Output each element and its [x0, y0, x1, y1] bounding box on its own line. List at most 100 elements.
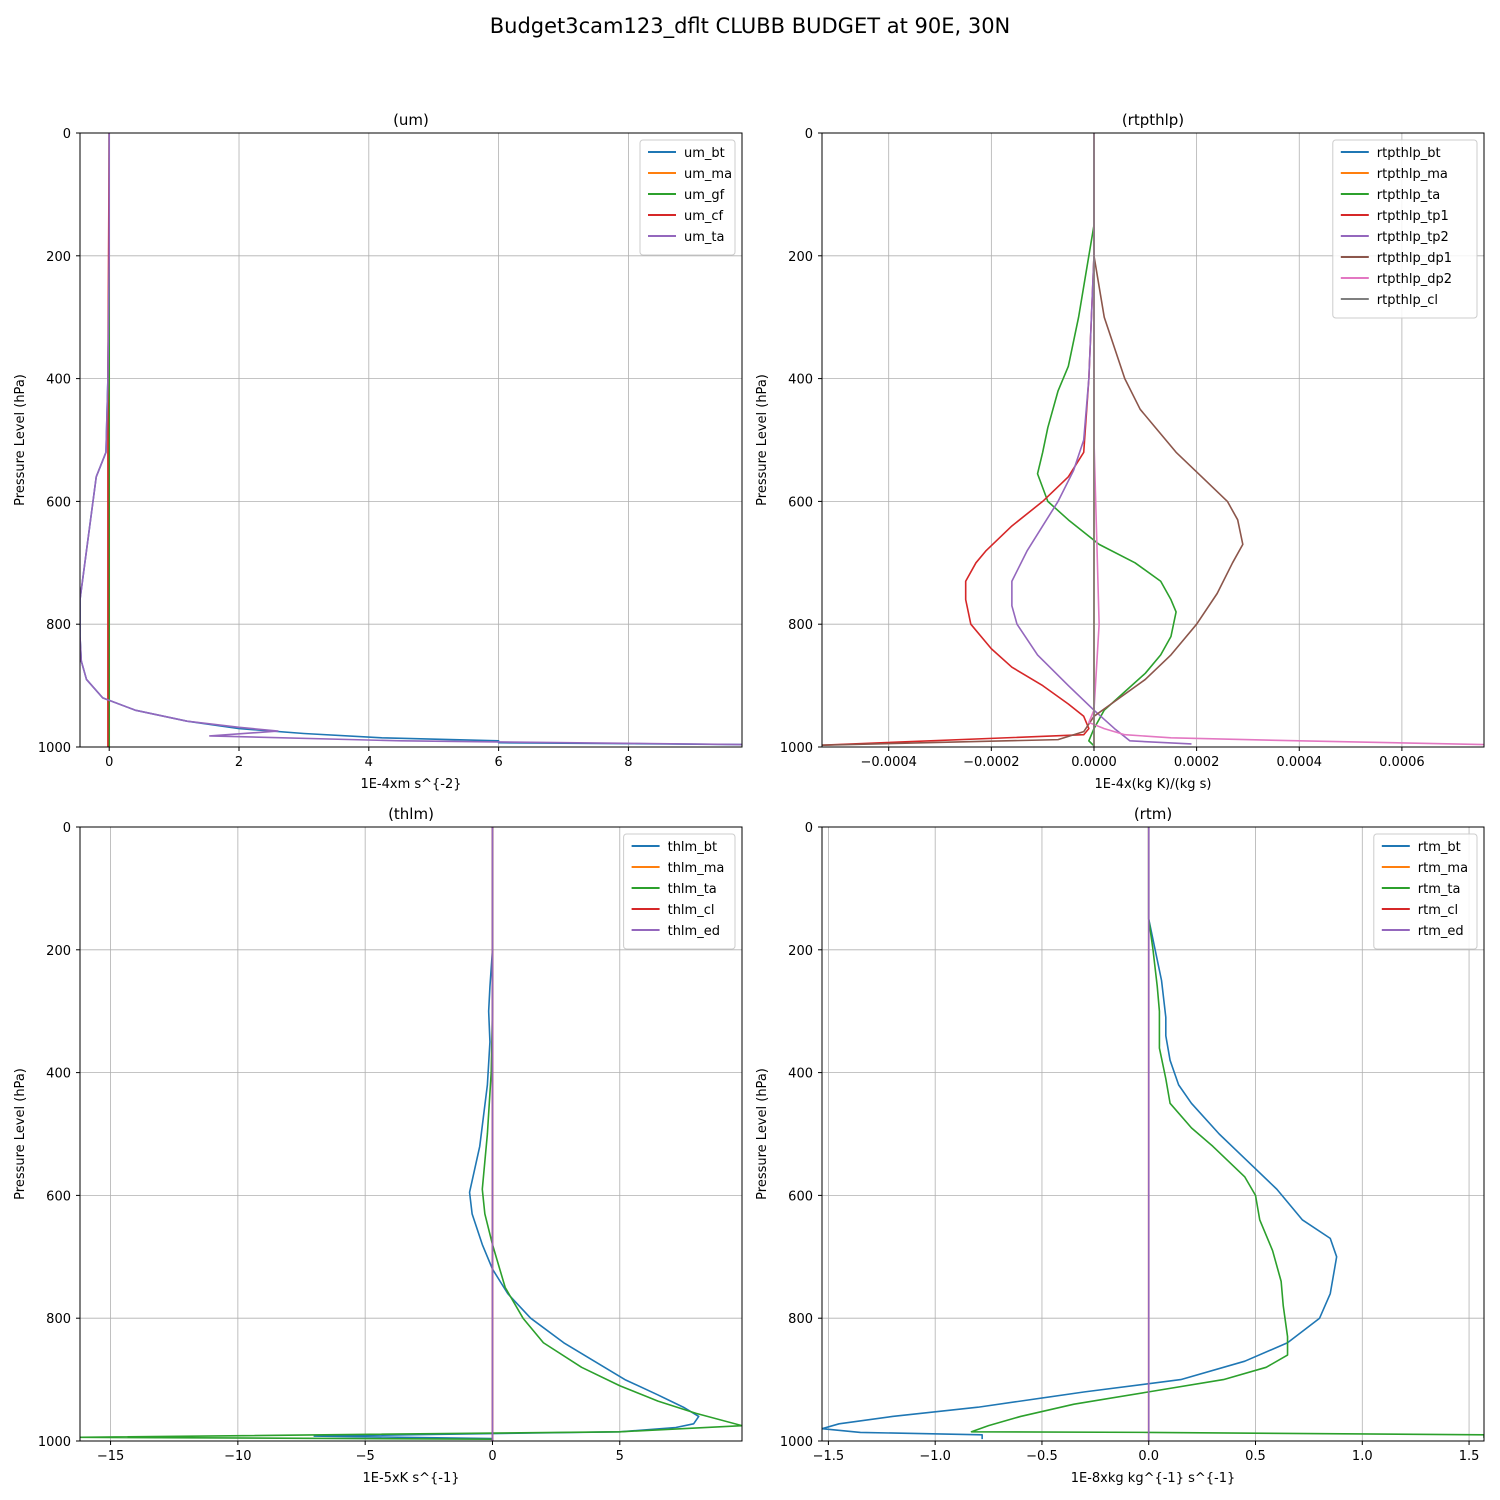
rtm-title: (rtm) — [1134, 805, 1172, 823]
rtpthlp-ytick-label: 400 — [788, 373, 813, 388]
series-rtpthlp_tp2 — [1011, 133, 1192, 745]
rtm-xtick-label: −0.5 — [1026, 1449, 1058, 1464]
um-xtick-label: 4 — [365, 755, 373, 770]
legend-label-rtm_ma: rtm_ma — [1418, 861, 1468, 876]
thlm-xtick-label: 5 — [616, 1449, 624, 1464]
rtpthlp-xtick-label: −0.0002 — [963, 755, 1019, 770]
thlm-series — [80, 827, 742, 1441]
legend-label-rtpthlp_bt: rtpthlp_bt — [1377, 146, 1441, 161]
series-rtpthlp_tp1 — [822, 133, 1095, 746]
rtpthlp-title: (rtpthlp) — [1122, 111, 1184, 129]
rtm-series — [822, 827, 1484, 1441]
rtm-xtick-label: 0.0 — [1138, 1449, 1159, 1464]
rtm-xtick-label: −1.0 — [919, 1449, 951, 1464]
rtm-xtick-label: 1.5 — [1459, 1449, 1480, 1464]
rtpthlp-legend: rtpthlp_bt rtpthlp_ma rtpthlp_ta rtpthlp_tp… — [1332, 139, 1478, 319]
um-ytick-label: 0 — [63, 127, 71, 142]
um-axes-frame — [79, 132, 743, 748]
legend-label-rtpthlp_dp2: rtpthlp_dp2 — [1377, 272, 1452, 287]
um-ytick-label: 1000 — [38, 741, 71, 756]
um-xtick-label: 8 — [624, 755, 632, 770]
thlm-axes-frame — [79, 826, 743, 1442]
um-legend: um_bt um_ma um_gf um_cf um_ta — [639, 139, 736, 256]
legend-label-um_ta: um_ta — [684, 230, 724, 245]
legend-label-thlm_ma: thlm_ma — [668, 861, 725, 876]
thlm-xtick-label: −15 — [97, 1449, 124, 1464]
um-series — [80, 133, 742, 747]
legend-label-um_ma: um_ma — [684, 167, 732, 182]
legend-label-rtpthlp_tp1: rtpthlp_tp1 — [1377, 209, 1449, 224]
series-thlm_ta — [80, 827, 742, 1440]
legend-label-rtm_cl: rtm_cl — [1418, 903, 1458, 918]
legend-label-thlm_bt: thlm_bt — [668, 840, 717, 855]
legend-label-thlm_cl: thlm_cl — [668, 903, 715, 918]
rtpthlp-xtick-label: 0.0004 — [1277, 755, 1323, 770]
um-xtick-label: 2 — [235, 755, 243, 770]
um-xtick-label: 0 — [105, 755, 113, 770]
thlm-title: (thlm) — [388, 805, 434, 823]
um-title: (um) — [393, 111, 429, 129]
thlm-ytick-label: 0 — [63, 821, 71, 836]
legend-label-rtpthlp_cl: rtpthlp_cl — [1377, 293, 1438, 308]
rtm-ytick-label: 800 — [788, 1312, 813, 1327]
rtm-ytick-label: 0 — [805, 821, 813, 836]
rtpthlp-ylabel: Pressure Level (hPa) — [755, 374, 770, 506]
thlm-ytick-label: 600 — [46, 1189, 71, 1204]
thlm-legend-frame — [623, 833, 736, 950]
legend-label-rtpthlp_dp1: rtpthlp_dp1 — [1377, 251, 1452, 266]
legend-label-rtm_ta: rtm_ta — [1418, 882, 1461, 897]
um-ytick-label: 800 — [46, 618, 71, 633]
rtpthlp-ytick-label: 800 — [788, 618, 813, 633]
rtpthlp-ytick-label: 1000 — [780, 741, 813, 756]
legend-label-rtpthlp_ta: rtpthlp_ta — [1377, 188, 1440, 203]
rtpthlp-ytick-label: 600 — [788, 495, 813, 510]
rtm-xtick-label: −1.5 — [813, 1449, 845, 1464]
rtpthlp-xtick-label: 0.0002 — [1174, 755, 1220, 770]
series-rtm_ta — [970, 827, 1484, 1438]
rtm-ytick-label: 600 — [788, 1189, 813, 1204]
legend-label-thlm_ed: thlm_ed — [668, 924, 720, 939]
thlm-legend: thlm_bt thlm_ma thlm_ta thlm_cl thlm_ed — [623, 833, 736, 950]
series-rtpthlp_dp2 — [1088, 133, 1484, 746]
rtm-xtick-label: 0.5 — [1245, 1449, 1266, 1464]
um-xlabel: 1E-4xm s^{-2} — [360, 777, 461, 792]
rtpthlp-ytick-label: 0 — [805, 127, 813, 142]
rtm-legend: rtm_bt rtm_ma rtm_ta rtm_cl rtm_ed — [1373, 833, 1478, 950]
thlm-xtick-label: −5 — [356, 1449, 375, 1464]
thlm-ytick-label: 400 — [46, 1067, 71, 1082]
rtm-ytick-label: 1000 — [780, 1435, 813, 1450]
rtm-legend-frame — [1373, 833, 1478, 950]
thlm-xtick-label: 0 — [488, 1449, 496, 1464]
series-rtpthlp_dp1 — [822, 133, 1244, 746]
legend-label-rtpthlp_tp2: rtpthlp_tp2 — [1377, 230, 1449, 245]
series-rtpthlp_ta — [1036, 133, 1177, 747]
series-rtm_bt — [822, 827, 1338, 1440]
legend-label-rtm_ed: rtm_ed — [1418, 924, 1464, 939]
rtm-axes-frame — [821, 826, 1485, 1442]
rtpthlp-legend-frame — [1332, 139, 1478, 319]
legend-label-thlm_ta: thlm_ta — [668, 882, 717, 897]
rtm-ylabel: Pressure Level (hPa) — [755, 1068, 770, 1200]
rtm-xlabel: 1E-8xkg kg^{-1} s^{-1} — [1071, 1471, 1236, 1486]
rtm-ytick-label: 400 — [788, 1067, 813, 1082]
legend-label-rtm_bt: rtm_bt — [1418, 840, 1461, 855]
um-legend-frame — [639, 139, 736, 256]
um-ylabel: Pressure Level (hPa) — [13, 374, 28, 506]
thlm-ytick-label: 200 — [46, 944, 71, 959]
legend-label-um_gf: um_gf — [684, 188, 725, 203]
thlm-xtick-label: −10 — [224, 1449, 251, 1464]
legend-label-rtpthlp_ma: rtpthlp_ma — [1377, 167, 1448, 182]
um-ytick-label: 600 — [46, 495, 71, 510]
rtpthlp-xtick-label: −0.0004 — [861, 755, 917, 770]
legend-label-um_bt: um_bt — [684, 146, 725, 161]
rtpthlp-xtick-label: 0.0006 — [1379, 755, 1425, 770]
rtm-xtick-label: 1.0 — [1352, 1449, 1373, 1464]
rtpthlp-axes-frame — [821, 132, 1485, 748]
rtpthlp-series — [822, 133, 1484, 747]
rtpthlp-ytick-label: 200 — [788, 250, 813, 265]
thlm-ylabel: Pressure Level (hPa) — [13, 1068, 28, 1200]
